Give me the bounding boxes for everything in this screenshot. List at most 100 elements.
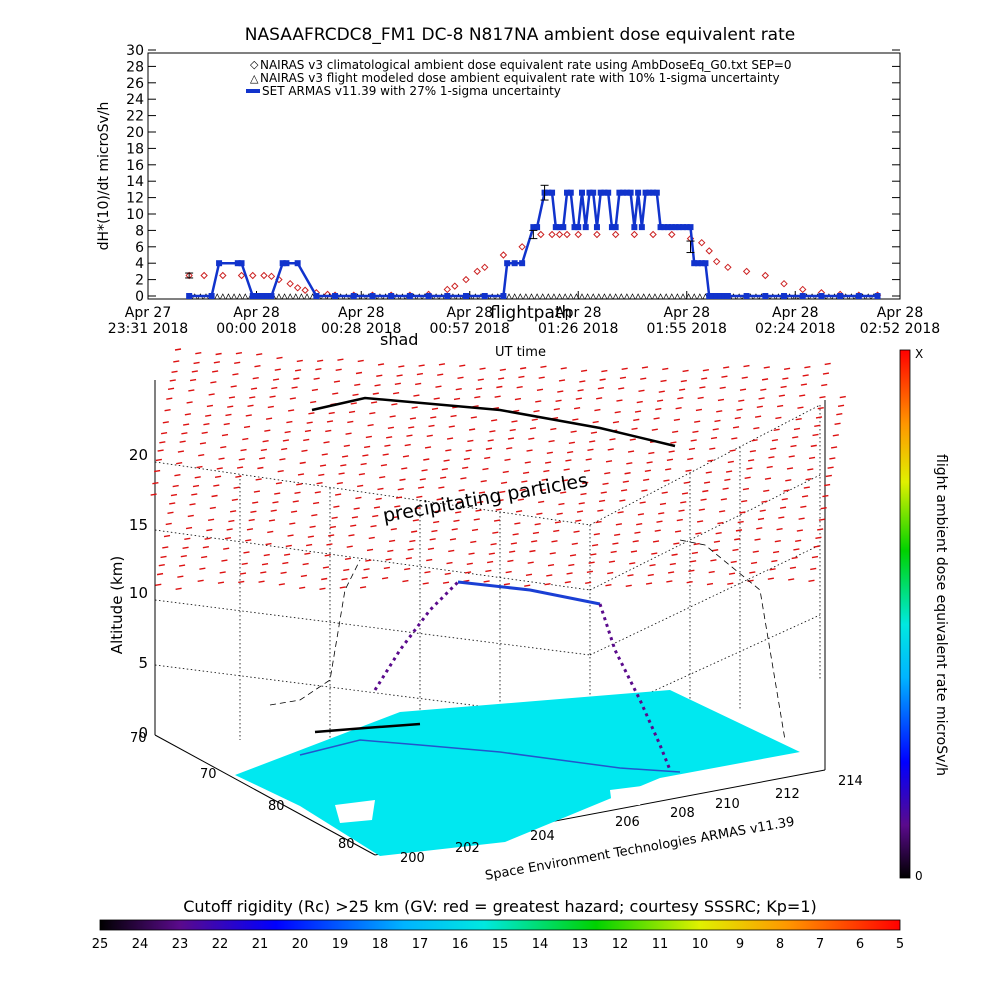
point-nairas-flight — [298, 293, 305, 300]
particle-mark — [573, 530, 580, 533]
particle-mark — [336, 481, 343, 485]
x-tick-label-time: 00:57 2018 — [430, 321, 510, 337]
particle-mark — [404, 567, 411, 571]
particle-mark — [839, 395, 846, 399]
particle-mark — [367, 423, 374, 427]
particle-mark — [494, 395, 501, 398]
particle-mark — [217, 581, 225, 584]
particle-mark — [279, 458, 286, 461]
point-nairas-climatological — [443, 285, 452, 294]
particle-mark — [429, 538, 436, 541]
point-armas — [724, 293, 731, 299]
particle-mark — [536, 388, 544, 391]
particle-mark — [658, 390, 665, 393]
particle-mark — [253, 490, 261, 493]
particle-mark — [620, 489, 628, 492]
particle-mark — [438, 363, 446, 366]
particle-mark — [410, 530, 418, 533]
particle-mark — [424, 570, 431, 574]
particle-mark — [676, 518, 683, 522]
point-armas — [208, 293, 215, 299]
particle-mark — [737, 520, 744, 524]
particle-mark — [534, 523, 541, 526]
particle-mark — [485, 569, 492, 573]
particle-mark — [669, 562, 676, 566]
particle-mark — [434, 510, 442, 513]
y-tick-label: 6 — [135, 240, 144, 256]
x-tick-label-date: Apr 28 — [447, 305, 493, 321]
x-tick-label-date: Apr 28 — [772, 305, 818, 321]
particle-mark — [319, 587, 326, 591]
particle-mark — [602, 482, 609, 485]
particle-mark — [607, 571, 614, 575]
particle-mark — [179, 440, 186, 443]
particle-mark — [162, 546, 169, 549]
particle-mark — [430, 416, 437, 419]
particle-mark — [341, 577, 348, 581]
point-nairas-flight — [567, 293, 574, 300]
y-tick-label: 12 — [126, 191, 144, 207]
particle-mark — [695, 408, 703, 412]
particle-mark — [260, 571, 267, 574]
particle-mark — [614, 411, 621, 414]
point-armas — [627, 189, 634, 196]
particle-mark — [509, 550, 516, 553]
particle-mark — [524, 461, 531, 464]
particle-mark — [621, 367, 628, 371]
particle-mark — [164, 409, 171, 412]
particle-mark — [546, 451, 553, 454]
particle-mark — [292, 500, 299, 503]
particle-mark — [159, 441, 166, 444]
particle-mark — [404, 443, 411, 447]
particle-mark — [457, 376, 464, 379]
particle-mark — [169, 502, 176, 505]
particle-mark — [326, 420, 334, 423]
particle-mark — [696, 520, 704, 523]
particle-mark — [182, 546, 189, 550]
particle-mark — [350, 524, 357, 527]
particle-mark — [779, 506, 787, 509]
particle-mark — [520, 367, 527, 370]
point-armas — [781, 293, 788, 299]
particle-mark — [687, 457, 694, 461]
point-armas — [623, 189, 630, 196]
x-tick-label-date: Apr 28 — [233, 305, 279, 321]
particle-mark — [518, 375, 525, 379]
particle-mark — [213, 361, 220, 364]
particle-mark — [459, 364, 466, 367]
flight-path-ground — [314, 722, 421, 734]
particle-mark — [564, 580, 571, 584]
particle-mark — [239, 572, 247, 575]
particle-mark — [213, 484, 220, 487]
particle-mark — [243, 551, 250, 554]
x-tick-label-time: 00:28 2018 — [321, 321, 401, 337]
point-nairas-climatological — [537, 230, 545, 239]
colorbar-tick-label: 16 — [452, 937, 469, 952]
precipitating-particles — [150, 348, 846, 591]
z-tick-5: 5 — [138, 654, 148, 672]
point-nairas-flight — [517, 293, 524, 300]
particle-mark — [594, 408, 601, 412]
particle-mark — [353, 507, 360, 510]
particle-mark — [485, 447, 493, 450]
particle-mark — [741, 499, 748, 503]
particle-mark — [301, 449, 308, 452]
particle-mark — [774, 540, 781, 543]
point-nairas-climatological — [555, 230, 564, 239]
particle-mark — [741, 376, 748, 379]
particle-mark — [808, 456, 816, 460]
particle-mark — [698, 508, 705, 511]
particle-mark — [500, 481, 508, 485]
particle-mark — [553, 529, 560, 533]
point-armas — [504, 260, 511, 267]
particle-mark — [788, 578, 795, 581]
projection-left — [269, 559, 361, 706]
particle-mark — [154, 469, 161, 473]
particle-mark — [570, 430, 577, 433]
particle-mark — [281, 447, 288, 451]
colorbar-tick-label: 5 — [896, 937, 904, 952]
point-armas — [552, 224, 559, 231]
particle-mark — [626, 462, 633, 465]
particle-mark — [426, 434, 433, 437]
point-armas — [665, 224, 672, 231]
